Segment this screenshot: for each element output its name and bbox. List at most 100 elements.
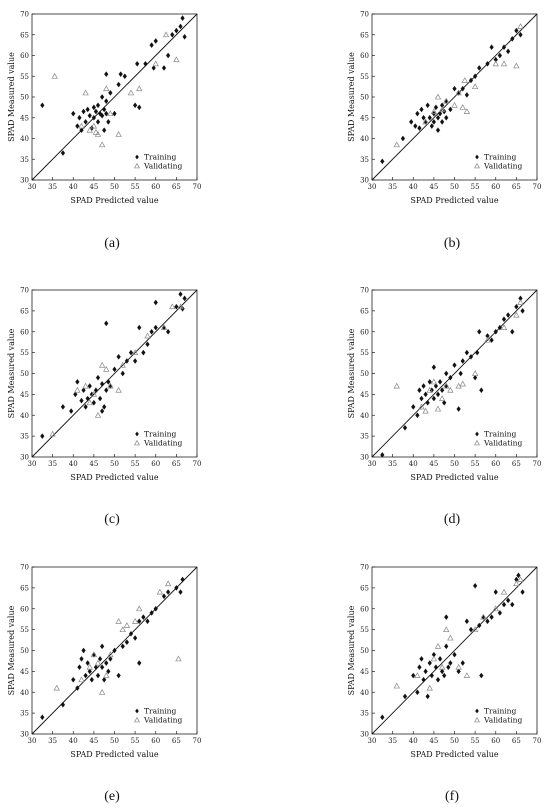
validating-point [144, 332, 151, 339]
training-point [415, 689, 420, 696]
y-tick-label: 30 [360, 454, 369, 462]
validating-point [53, 684, 60, 691]
x-tick-label: 70 [533, 460, 542, 468]
training-point [75, 378, 80, 385]
training-point [97, 656, 103, 662]
training-point [106, 378, 111, 385]
y-tick-label: 60 [20, 605, 29, 613]
training-point [493, 328, 498, 335]
training-point [411, 404, 416, 410]
training-point [40, 433, 45, 439]
training-point [456, 668, 461, 675]
training-point [75, 123, 80, 129]
training-point [60, 404, 66, 410]
legend-training-marker [475, 431, 479, 437]
training-point [165, 52, 171, 59]
training-point [178, 23, 183, 30]
training-point [104, 98, 109, 105]
validating-point [484, 336, 491, 343]
validating-point [123, 622, 131, 628]
training-point [435, 114, 441, 121]
x-axis-label: SPAD Predicted value [410, 473, 499, 482]
training-point [489, 614, 494, 620]
training-point [505, 48, 511, 55]
validating-point [422, 118, 429, 125]
training-point [497, 324, 503, 331]
training-point [460, 358, 465, 364]
y-tick-label: 55 [20, 626, 29, 634]
training-point [116, 672, 121, 679]
training-point [153, 38, 158, 44]
validating-point [98, 141, 106, 148]
training-point [444, 643, 449, 650]
legend-training-label: Training [144, 707, 177, 716]
validating-point [513, 580, 520, 587]
legend-validating-label: Validating [483, 439, 523, 448]
training-point [419, 656, 424, 662]
y-tick-label: 60 [360, 605, 369, 613]
training-point [153, 299, 158, 306]
x-tick-label: 45 [429, 460, 438, 468]
validating-point [430, 378, 438, 385]
training-point [97, 395, 103, 402]
x-tick-label: 50 [450, 737, 459, 745]
training-point [479, 672, 484, 679]
x-tick-label: 65 [512, 460, 521, 468]
training-point [79, 397, 84, 404]
legend-training-marker [475, 708, 479, 714]
y-axis-label: SPAD Measured value [7, 328, 16, 418]
training-point [442, 399, 447, 406]
y-axis-label: SPAD Measured value [7, 605, 16, 695]
training-point [89, 676, 94, 683]
training-point [427, 660, 432, 666]
validating-point [459, 380, 466, 387]
chart-panel-e: 30 35 40 45 50 55 60 65 70 30 35 40 45 50 55 60 65 70 SPAD… [7, 564, 201, 805]
validating-point [393, 682, 400, 689]
training-point [87, 112, 92, 119]
validating-point [152, 60, 159, 67]
validating-point [160, 324, 168, 331]
training-point [81, 387, 86, 394]
validating-point [103, 85, 110, 92]
training-point [472, 73, 478, 80]
training-point [489, 337, 494, 343]
training-point [132, 635, 138, 641]
validating-point [86, 663, 93, 670]
training-point [93, 664, 99, 671]
training-point [429, 672, 434, 679]
y-tick-label: 35 [360, 433, 369, 441]
y-tick-label: 40 [360, 689, 369, 697]
training-point [95, 374, 101, 381]
training-point [180, 576, 185, 583]
x-tick-label: 35 [48, 737, 57, 745]
training-point [423, 391, 428, 398]
validating-point [438, 106, 446, 112]
training-point [437, 656, 443, 662]
training-point [83, 672, 88, 679]
legend-training-marker [475, 154, 479, 160]
y-tick-label: 65 [20, 31, 29, 39]
training-point [108, 656, 113, 662]
training-point [431, 364, 437, 371]
y-tick-label: 35 [20, 156, 29, 164]
training-point [479, 387, 484, 394]
training-point [132, 102, 138, 109]
series-validating [393, 576, 524, 691]
legend-validating-label: Validating [143, 716, 183, 725]
training-point [475, 349, 480, 356]
training-point [99, 643, 105, 650]
y-tick-label: 40 [20, 689, 29, 697]
legend-training-label: Training [484, 707, 517, 716]
training-point [75, 685, 80, 691]
training-point [182, 33, 187, 40]
x-tick-label: 30 [28, 460, 37, 468]
panel-caption: (b) [444, 236, 461, 251]
y-tick-label: 65 [20, 307, 29, 315]
training-point [93, 387, 99, 394]
training-point [505, 597, 511, 604]
y-tick-label: 60 [360, 328, 369, 336]
legend-validating-label: Validating [143, 162, 183, 171]
validating-point [82, 382, 89, 389]
training-point [120, 370, 125, 377]
training-point [425, 399, 430, 406]
